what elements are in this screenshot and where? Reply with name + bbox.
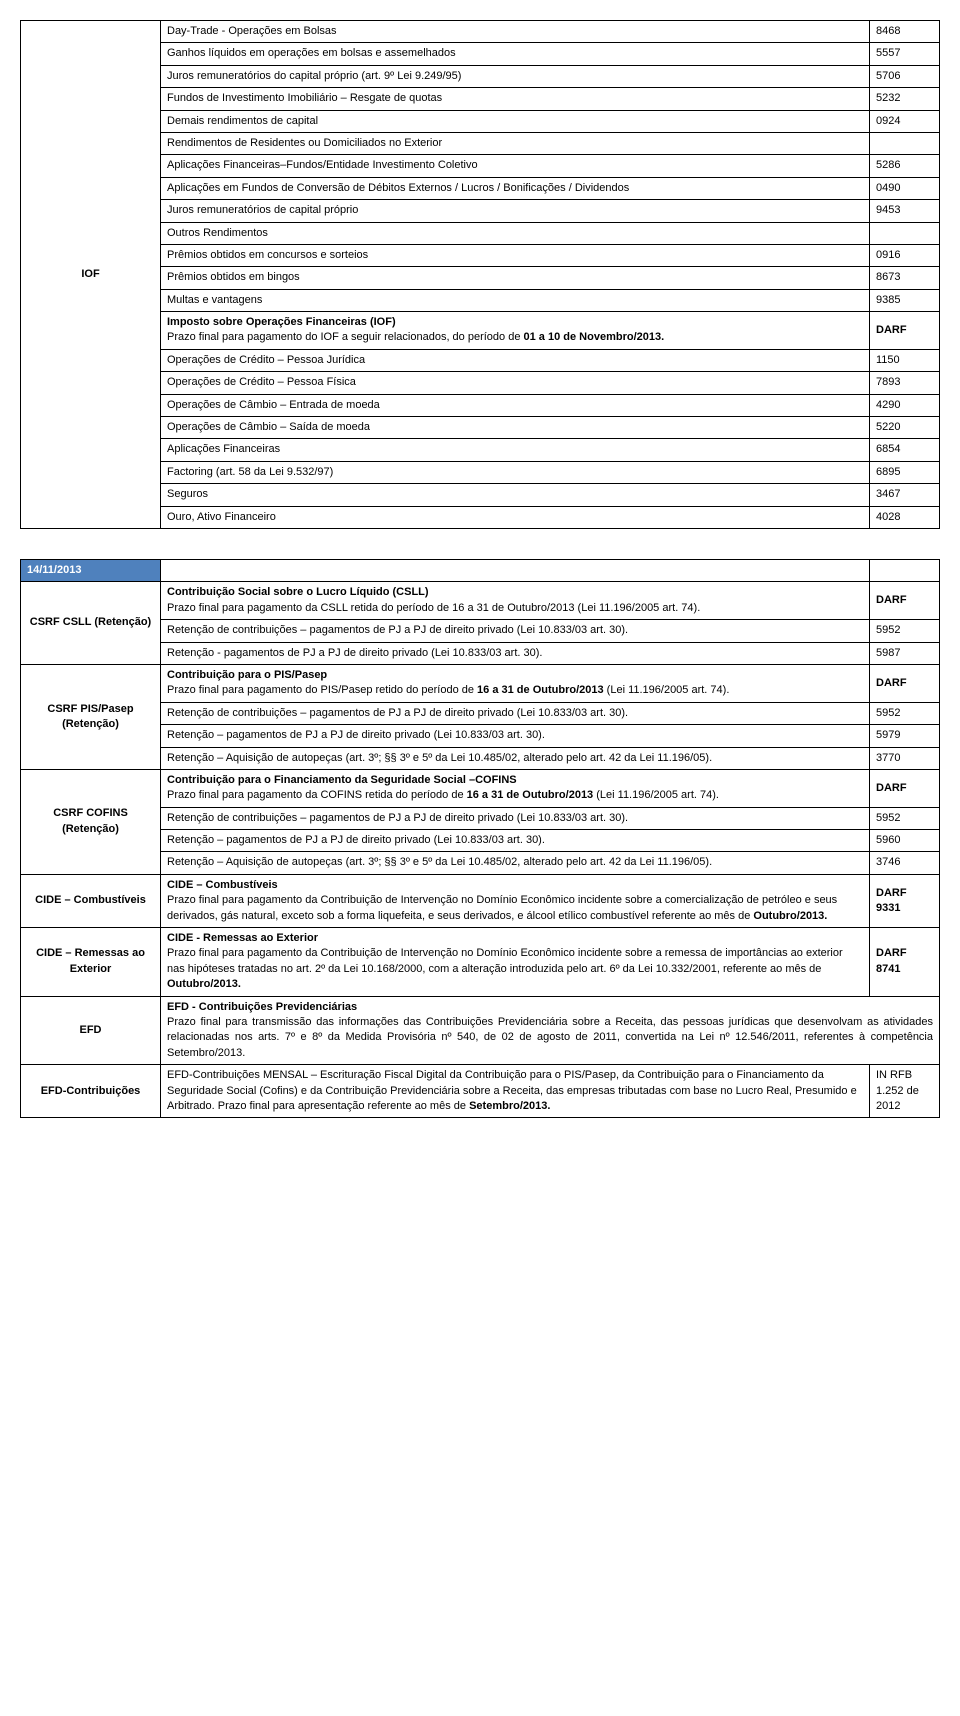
row-text: Contribuição para o Financiamento da Seg…	[161, 769, 870, 807]
row-text: Operações de Crédito – Pessoa Física	[161, 372, 870, 394]
row-text: EFD-Contribuições MENSAL – Escrituração …	[161, 1065, 870, 1118]
row-value: 5987	[870, 642, 940, 664]
date-header: 14/11/2013	[21, 559, 161, 581]
row-text: Seguros	[161, 484, 870, 506]
row-value: DARF8741	[870, 928, 940, 997]
row-value: 3770	[870, 747, 940, 769]
section-label: CIDE – Combustíveis	[21, 874, 161, 927]
empty-cell	[161, 559, 870, 581]
row-text: Retenção - pagamentos de PJ a PJ de dire…	[161, 642, 870, 664]
row-text: Ouro, Ativo Financeiro	[161, 506, 870, 528]
row-value: 5232	[870, 88, 940, 110]
row-value: DARF	[870, 664, 940, 702]
row-value: 7893	[870, 372, 940, 394]
section-label: CIDE – Remessas ao Exterior	[21, 928, 161, 997]
row-text: Ganhos líquidos em operações em bolsas e…	[161, 43, 870, 65]
row-value: 1150	[870, 349, 940, 371]
row-value: 9453	[870, 200, 940, 222]
empty-cell	[870, 559, 940, 581]
tax-table-1: IOFDay-Trade - Operações em Bolsas8468Ga…	[20, 20, 940, 529]
row-value: 6895	[870, 461, 940, 483]
row-value: 4028	[870, 506, 940, 528]
row-value: 5286	[870, 155, 940, 177]
row-text: Day-Trade - Operações em Bolsas	[161, 21, 870, 43]
row-text: Factoring (art. 58 da Lei 9.532/97)	[161, 461, 870, 483]
row-text: Operações de Câmbio – Entrada de moeda	[161, 394, 870, 416]
row-value: 9385	[870, 289, 940, 311]
row-text: Retenção de contribuições – pagamentos d…	[161, 620, 870, 642]
row-text: Prêmios obtidos em concursos e sorteios	[161, 244, 870, 266]
row-value	[870, 132, 940, 154]
row-text: Rendimentos de Residentes ou Domiciliado…	[161, 132, 870, 154]
row-value: 5960	[870, 830, 940, 852]
row-text: Aplicações Financeiras–Fundos/Entidade I…	[161, 155, 870, 177]
row-text: Retenção – Aquisição de autopeças (art. …	[161, 747, 870, 769]
section-label: CSRF CSLL (Retenção)	[21, 582, 161, 665]
row-value: DARF9331	[870, 874, 940, 927]
row-text: Juros remuneratórios do capital próprio …	[161, 65, 870, 87]
row-value: 0490	[870, 177, 940, 199]
row-text: Outros Rendimentos	[161, 222, 870, 244]
row-text: CIDE - Remessas ao ExteriorPrazo final p…	[161, 928, 870, 997]
row-text: Retenção – Aquisição de autopeças (art. …	[161, 852, 870, 874]
row-value: 5706	[870, 65, 940, 87]
row-value: DARF	[870, 582, 940, 620]
row-text: CIDE – CombustíveisPrazo final para paga…	[161, 874, 870, 927]
section-label: EFD-Contribuições	[21, 1065, 161, 1118]
row-text: Multas e vantagens	[161, 289, 870, 311]
section-label: EFD	[21, 996, 161, 1065]
row-text: Fundos de Investimento Imobiliário – Res…	[161, 88, 870, 110]
row-value	[870, 222, 940, 244]
row-value: 8468	[870, 21, 940, 43]
row-text: Retenção – pagamentos de PJ a PJ de dire…	[161, 725, 870, 747]
row-text: Retenção de contribuições – pagamentos d…	[161, 807, 870, 829]
row-value: 5952	[870, 620, 940, 642]
iof-intro-val: DARF	[870, 312, 940, 350]
row-text: Prêmios obtidos em bingos	[161, 267, 870, 289]
row-value: 0916	[870, 244, 940, 266]
iof-intro: Imposto sobre Operações Financeiras (IOF…	[161, 312, 870, 350]
row-value: 3746	[870, 852, 940, 874]
section-label: CSRF COFINS (Retenção)	[21, 769, 161, 874]
section-label-iof: IOF	[21, 21, 161, 529]
row-text: Retenção – pagamentos de PJ a PJ de dire…	[161, 830, 870, 852]
row-value: 5979	[870, 725, 940, 747]
row-value: 4290	[870, 394, 940, 416]
row-text: Operações de Câmbio – Saída de moeda	[161, 417, 870, 439]
tax-table-2: 14/11/2013CSRF CSLL (Retenção)Contribuiç…	[20, 559, 940, 1118]
row-value: DARF	[870, 769, 940, 807]
row-value: 5557	[870, 43, 940, 65]
row-text: Contribuição para o PIS/PasepPrazo final…	[161, 664, 870, 702]
row-value: 5952	[870, 702, 940, 724]
section-label: CSRF PIS/Pasep (Retenção)	[21, 664, 161, 769]
row-value: 8673	[870, 267, 940, 289]
row-value: 0924	[870, 110, 940, 132]
row-text: Aplicações em Fundos de Conversão de Déb…	[161, 177, 870, 199]
row-value: 5220	[870, 417, 940, 439]
row-value: 3467	[870, 484, 940, 506]
row-text: Juros remuneratórios de capital próprio	[161, 200, 870, 222]
row-text: Aplicações Financeiras	[161, 439, 870, 461]
row-text: Contribuição Social sobre o Lucro Líquid…	[161, 582, 870, 620]
row-text: EFD - Contribuições PrevidenciáriasPrazo…	[161, 996, 940, 1065]
row-value: IN RFB 1.252 de 2012	[870, 1065, 940, 1118]
row-text: Operações de Crédito – Pessoa Jurídica	[161, 349, 870, 371]
row-value: 6854	[870, 439, 940, 461]
row-text: Demais rendimentos de capital	[161, 110, 870, 132]
row-value: 5952	[870, 807, 940, 829]
row-text: Retenção de contribuições – pagamentos d…	[161, 702, 870, 724]
